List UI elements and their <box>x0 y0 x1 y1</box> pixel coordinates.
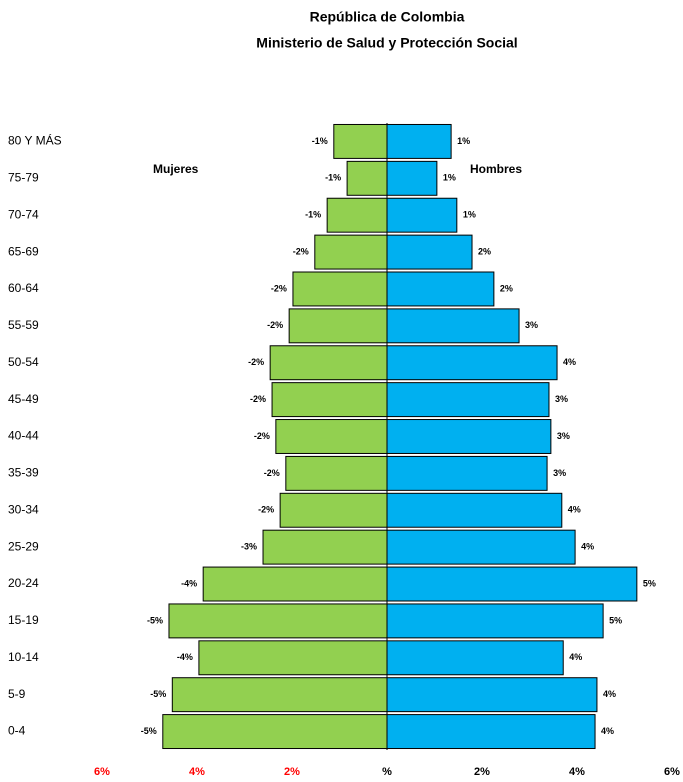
data-label: 1% <box>457 136 470 146</box>
data-label: 1% <box>463 210 476 220</box>
data-label: -4% <box>177 652 193 662</box>
data-label: 4% <box>569 652 582 662</box>
annotation: Hombres <box>470 162 522 176</box>
y-tick-label: 45-49 <box>8 392 39 406</box>
y-tick-label: 70-74 <box>8 207 39 221</box>
bar <box>171 677 388 713</box>
bar <box>162 714 388 750</box>
data-label: -3% <box>241 542 257 552</box>
bar <box>386 419 552 454</box>
bar <box>386 677 598 713</box>
data-label: 3% <box>555 394 568 404</box>
bar <box>262 529 388 565</box>
bar <box>386 492 563 528</box>
data-label: -4% <box>181 578 197 588</box>
data-label: 4% <box>581 542 594 552</box>
bar <box>386 640 564 676</box>
data-label: -5% <box>147 615 163 625</box>
data-label: 2% <box>500 283 513 293</box>
bar <box>386 382 550 418</box>
bar <box>386 123 452 159</box>
x-tick-label: % <box>382 766 392 778</box>
data-label: 5% <box>609 615 622 625</box>
data-label: 4% <box>601 726 614 736</box>
x-tick-label: 2% <box>474 766 490 778</box>
y-tick-label: 20-24 <box>8 576 39 590</box>
data-label: 4% <box>563 357 576 367</box>
data-label: 2% <box>478 246 491 256</box>
data-label: -1% <box>325 173 341 183</box>
bar <box>386 234 473 270</box>
bar <box>292 271 388 307</box>
bar <box>314 234 388 270</box>
chart-subtitle: Ministerio de Salud y Protección Social <box>256 35 517 51</box>
y-tick-label: 5-9 <box>8 687 26 701</box>
annotation: Mujeres <box>153 162 199 176</box>
bar <box>386 714 596 750</box>
bar <box>386 566 638 602</box>
bar <box>269 345 388 381</box>
y-tick-label: 25-29 <box>8 539 39 553</box>
y-tick-label: 0-4 <box>8 724 26 738</box>
data-label: 5% <box>643 578 656 588</box>
bar <box>386 529 576 565</box>
data-label: -2% <box>267 320 283 330</box>
x-tick-label: 4% <box>569 766 585 778</box>
data-label: -1% <box>305 210 321 220</box>
data-label: -5% <box>141 726 157 736</box>
y-tick-label: 15-19 <box>8 613 39 627</box>
data-label: -2% <box>293 246 309 256</box>
bar <box>386 271 495 307</box>
bar <box>275 419 388 454</box>
bar <box>288 308 388 344</box>
data-label: -5% <box>150 689 166 699</box>
bar <box>386 455 548 491</box>
data-label: 3% <box>553 468 566 478</box>
x-tick-label: 4% <box>189 766 205 778</box>
bar <box>386 197 458 233</box>
y-tick-label: 50-54 <box>8 355 39 369</box>
x-tick-label: 6% <box>664 766 680 778</box>
bar <box>285 455 388 491</box>
data-label: -1% <box>312 136 328 146</box>
chart-title: República de Colombia <box>310 9 465 25</box>
x-tick-label: 6% <box>94 766 110 778</box>
bar <box>346 160 388 196</box>
bar <box>326 197 388 233</box>
bar <box>202 566 388 602</box>
y-tick-label: 60-64 <box>8 281 39 295</box>
bar <box>386 345 558 381</box>
bar <box>386 160 438 196</box>
data-label: 3% <box>525 320 538 330</box>
data-label: -2% <box>264 468 280 478</box>
y-tick-label: 35-39 <box>8 466 39 480</box>
data-label: 3% <box>557 431 570 441</box>
x-tick-label: 2% <box>284 766 300 778</box>
data-label: -2% <box>271 283 287 293</box>
bar <box>333 123 388 159</box>
data-label: -2% <box>248 357 264 367</box>
y-tick-label: 55-59 <box>8 318 39 332</box>
y-tick-label: 65-69 <box>8 244 39 258</box>
data-label: -2% <box>250 394 266 404</box>
bar <box>168 603 388 639</box>
y-tick-label: 80 Y MÁS <box>8 133 62 148</box>
bar <box>271 382 388 418</box>
bar <box>279 492 388 528</box>
y-tick-label: 75-79 <box>8 170 39 184</box>
bar <box>386 603 604 639</box>
data-label: 1% <box>443 173 456 183</box>
y-tick-label: 10-14 <box>8 650 39 664</box>
bar <box>386 308 520 344</box>
data-label: 4% <box>603 689 616 699</box>
bar <box>198 640 388 676</box>
data-label: -2% <box>254 431 270 441</box>
data-label: 4% <box>568 505 581 515</box>
y-tick-label: 30-34 <box>8 502 39 516</box>
y-tick-label: 40-44 <box>8 429 39 443</box>
data-label: -2% <box>258 505 274 515</box>
